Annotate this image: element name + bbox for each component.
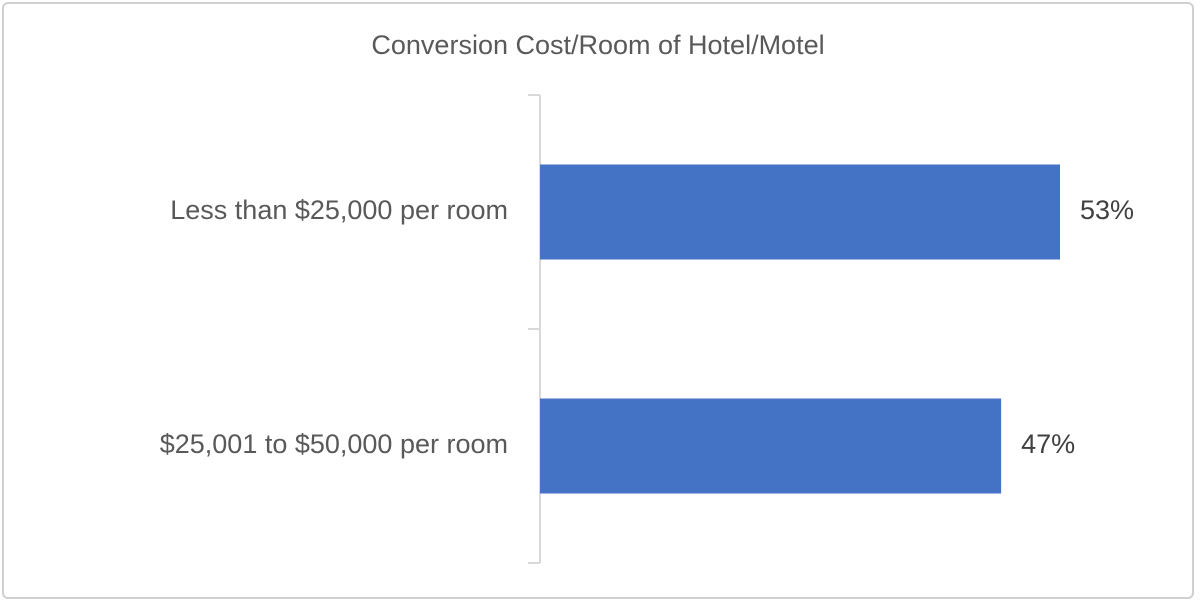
- category-label: $25,001 to $50,000 per room: [160, 429, 508, 459]
- data-label: 53%: [1080, 195, 1134, 225]
- data-label: 47%: [1021, 429, 1075, 459]
- bar: [540, 164, 1060, 260]
- chart-title: Conversion Cost/Room of Hotel/Motel: [371, 30, 825, 60]
- bar: [540, 398, 1002, 494]
- category-label: Less than $25,000 per room: [170, 195, 508, 225]
